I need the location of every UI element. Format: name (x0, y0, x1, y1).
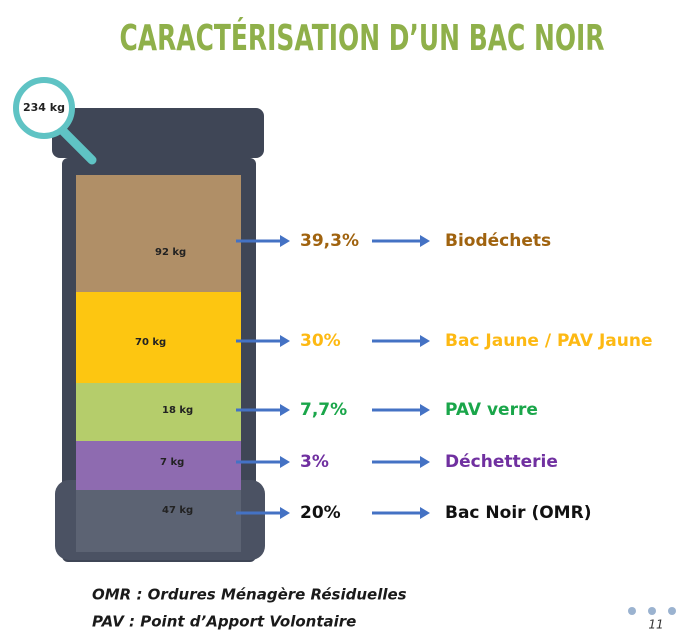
arrow-head (420, 235, 430, 247)
title: CARACTÉRISATION D’UN BAC NOIR (120, 17, 605, 59)
bin-segment (76, 383, 241, 441)
bin-segment (76, 175, 241, 292)
destination: Biodéchets (445, 231, 551, 251)
total-weight: 234 kg (23, 101, 65, 114)
percent: 7,7% (300, 400, 347, 420)
percent: 20% (300, 503, 341, 523)
legend-rows: 39,3% Biodéchets 30% Bac Jaune / PAV Jaune 7… (236, 231, 653, 523)
bin-segments: 92 kg 70 kg 18 kg 7 kg 47 kg (76, 175, 241, 552)
segment-weight: 92 kg (155, 247, 186, 258)
bin-segment (76, 441, 241, 490)
dot (648, 607, 656, 615)
slide: CARACTÉRISATION D’UN BAC NOIR 92 kg 70 kg… (0, 0, 687, 631)
arrow-head (420, 456, 430, 468)
arrow-head (280, 404, 290, 416)
destination: Déchetterie (445, 452, 558, 472)
arrow-head (280, 235, 290, 247)
arrow-head (280, 507, 290, 519)
segment-weight: 18 kg (162, 405, 193, 416)
page-number: 11 (648, 618, 663, 631)
percent: 39,3% (300, 231, 359, 251)
bin-segment (76, 490, 241, 552)
arrow-head (420, 507, 430, 519)
segment-weight: 7 kg (160, 457, 184, 468)
destination: PAV verre (445, 400, 538, 420)
footnote: OMR : Ordures Ménagère Résiduelles (92, 586, 407, 604)
footnote: PAV : Point d’Apport Volontaire (92, 613, 356, 631)
segment-weight: 70 kg (135, 337, 166, 348)
destination: Bac Jaune / PAV Jaune (445, 331, 653, 351)
percent: 30% (300, 331, 341, 351)
arrow-head (280, 456, 290, 468)
destination: Bac Noir (OMR) (445, 503, 591, 523)
arrow-head (280, 335, 290, 347)
segment-weight: 47 kg (162, 505, 193, 516)
dot (668, 607, 676, 615)
dot (628, 607, 636, 615)
percent: 3% (300, 452, 329, 472)
arrow-head (420, 404, 430, 416)
arrow-head (420, 335, 430, 347)
